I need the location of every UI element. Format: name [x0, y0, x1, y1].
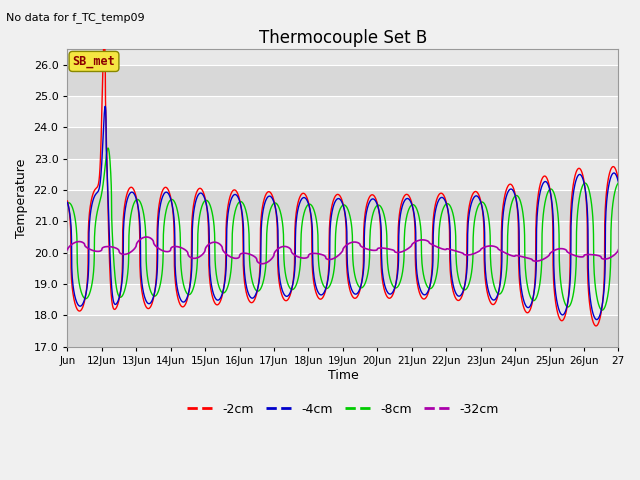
- Bar: [67, 65, 618, 96]
- Y-axis label: Temperature: Temperature: [15, 158, 28, 238]
- Title: Thermocouple Set B: Thermocouple Set B: [259, 29, 427, 48]
- Text: SB_met: SB_met: [72, 55, 115, 68]
- Bar: [67, 284, 618, 315]
- Bar: [67, 96, 618, 127]
- Bar: [67, 190, 618, 221]
- Bar: [67, 159, 618, 190]
- Legend: -2cm, -4cm, -8cm, -32cm: -2cm, -4cm, -8cm, -32cm: [182, 397, 504, 420]
- Bar: [67, 252, 618, 284]
- Bar: [67, 315, 618, 347]
- Bar: [67, 127, 618, 159]
- X-axis label: Time: Time: [328, 369, 358, 382]
- Bar: [67, 221, 618, 252]
- Text: No data for f_TC_temp09: No data for f_TC_temp09: [6, 12, 145, 23]
